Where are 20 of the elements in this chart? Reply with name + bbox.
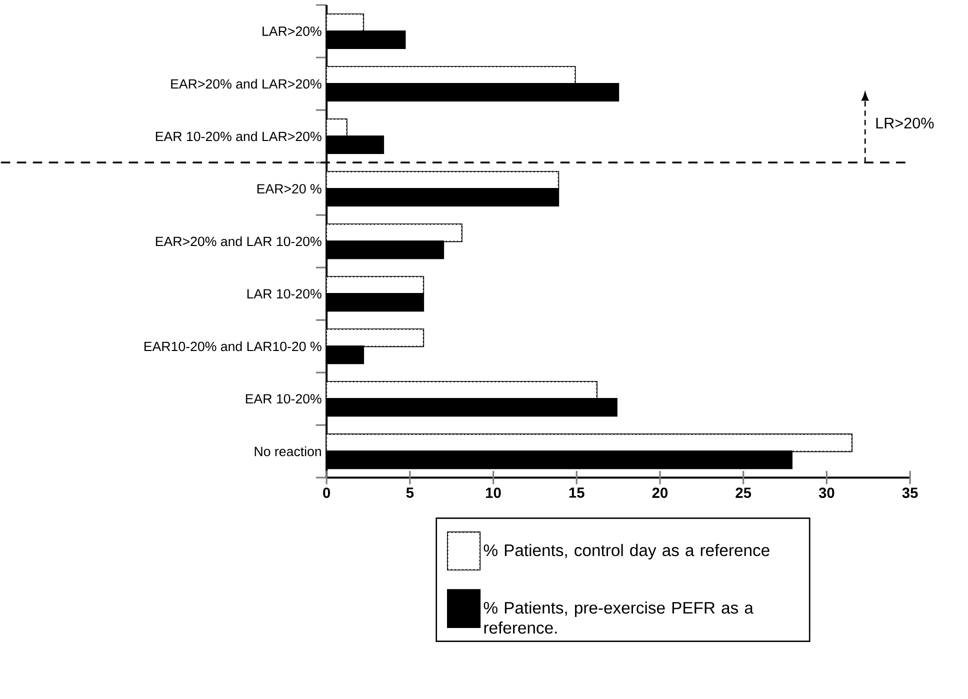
y-tick-label: EAR 10-20% and LAR>20% xyxy=(156,131,322,141)
y-tick-label: LAR>20% xyxy=(262,26,322,36)
x-tick-label: 25 xyxy=(736,487,752,498)
y-tick-label: EAR 10-20% xyxy=(246,394,322,404)
legend-label: % Patients, control day as a reference xyxy=(484,544,770,560)
legend-label: % Patients, pre-exercise PEFR as a reference. xyxy=(484,601,754,634)
x-tick-label: 20 xyxy=(652,487,668,498)
x-tick-label: 35 xyxy=(902,487,918,498)
y-tick-label: EAR10-20% and LAR10-20 % xyxy=(144,341,322,352)
y-tick-label: No reaction xyxy=(254,446,321,456)
y-tick-label: EAR>20% and LAR>20% xyxy=(171,78,322,88)
x-tick-label: 5 xyxy=(406,487,414,498)
y-tick-label: LAR 10-20% xyxy=(247,288,322,298)
x-tick-label: 0 xyxy=(323,487,330,498)
x-tick-label: 30 xyxy=(818,487,834,498)
y-tick-label: EAR>20% and LAR 10-20% xyxy=(156,236,322,246)
x-tick-label: 10 xyxy=(486,487,501,498)
x-tick-label: 15 xyxy=(569,487,584,498)
y-tick-label: EAR>20 % xyxy=(257,184,322,194)
annotation: LR>20% xyxy=(876,118,934,128)
